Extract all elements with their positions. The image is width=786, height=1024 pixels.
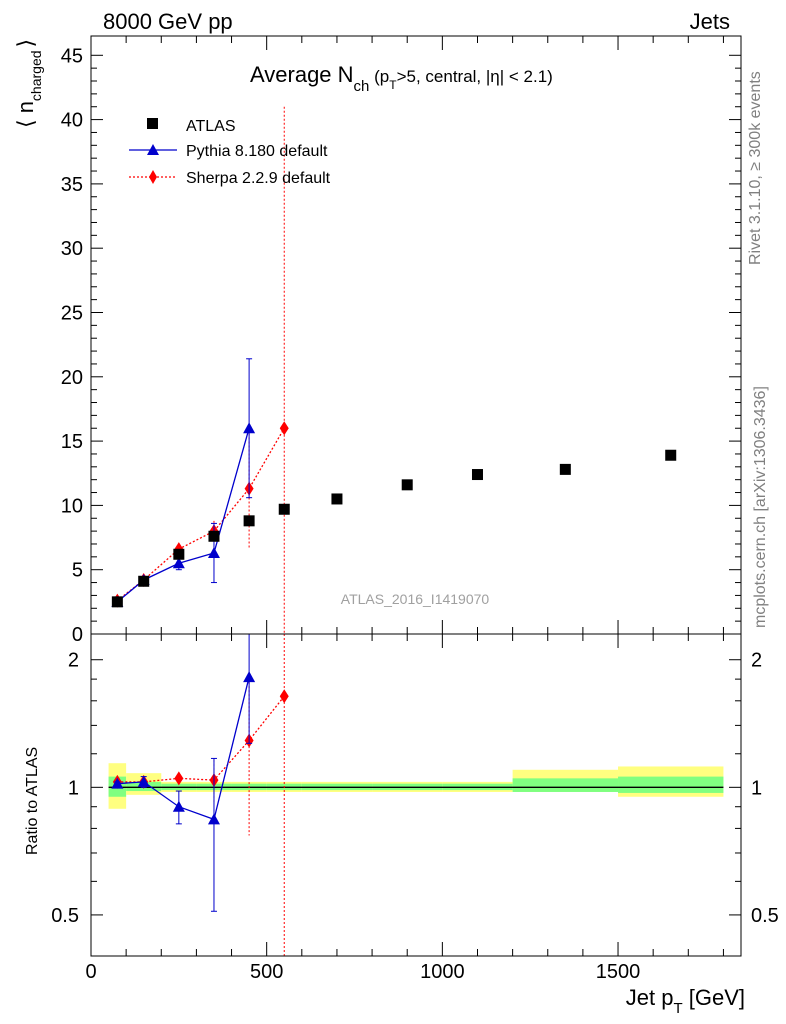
ratio-y-axis-label: Ratio to ATLAS — [24, 747, 41, 855]
ratio-y-tick-label-right: 2 — [751, 650, 762, 672]
y-tick-label: 25 — [61, 302, 83, 324]
y-tick-label: 35 — [61, 174, 83, 196]
x-tick-label: 0 — [85, 961, 96, 983]
ylabel-close: ⟩ — [13, 39, 38, 48]
title-main: Average N — [250, 62, 354, 87]
atlas-point — [208, 530, 220, 542]
ratio-pythia-point — [137, 775, 150, 787]
atlas-point — [111, 596, 123, 608]
x-axis-label: Jet pT [GeV] — [626, 985, 745, 1017]
ratio-panel: 0.5 0.5 1 1 2 2 0 500 1000 1500 — [51, 633, 779, 983]
atlas-point — [401, 479, 413, 491]
title-detail-b: >5, central, |η| < 2.1) — [397, 67, 553, 86]
header-left: 8000 GeV pp — [103, 9, 233, 34]
header-right: Jets — [690, 9, 730, 34]
atlas-point — [665, 449, 677, 461]
ratio-pythia-line — [117, 676, 250, 821]
atlas-point — [331, 493, 343, 505]
rivet-label: Rivet 3.1.10, ≥ 300k events — [747, 71, 764, 265]
y-tick-label: 45 — [61, 45, 83, 67]
x-tick-label: 1500 — [596, 961, 641, 983]
ratio-sherpa-point — [174, 771, 184, 786]
ylabel-main: ⟨ n — [13, 101, 38, 128]
pythia-point — [243, 422, 256, 434]
ratio-y-tick-label: 0.5 — [51, 905, 79, 927]
title-subscript: ch — [354, 78, 370, 95]
atlas-uncertainty-band-inner — [512, 778, 619, 792]
ratio-y-tick-label: 2 — [68, 650, 79, 672]
title-detail-a: (p — [369, 67, 389, 86]
ratio-pythia-point — [243, 671, 256, 683]
upper-y-axis-label: ⟨ ncharged ⟩ — [13, 39, 44, 128]
xlabel-rest: [GeV] — [683, 985, 745, 1010]
sherpa-line — [116, 427, 285, 602]
ratio-y-tick-label-right: 0.5 — [751, 905, 779, 927]
ratio-sherpa-point — [279, 689, 289, 704]
ratio-y-tick-label: 1 — [68, 777, 79, 799]
sherpa-point — [279, 421, 289, 436]
ratio-y-tick-label-right: 1 — [751, 777, 762, 799]
legend-atlas-marker — [147, 118, 158, 129]
mcplots-label: mcplots.cern.ch [arXiv:1306.3436] — [752, 386, 769, 628]
title-detail-sub: T — [389, 78, 397, 92]
x-tick-label: 500 — [250, 961, 283, 983]
y-tick-label: 30 — [61, 238, 83, 260]
x-tick-label: 1000 — [420, 961, 465, 983]
atlas-point — [173, 548, 185, 560]
legend-pythia-label: Pythia 8.180 default — [186, 143, 328, 160]
xlabel-subscript: T — [673, 1000, 682, 1017]
y-tick-label: 5 — [72, 560, 83, 582]
pythia-point — [172, 557, 185, 569]
ratio-panel-frame — [90, 633, 742, 957]
atlas-point — [559, 463, 571, 475]
atlas-point — [471, 469, 483, 481]
pythia-point — [207, 546, 220, 558]
ratio-pythia-point — [207, 813, 220, 825]
pythia-line — [116, 428, 250, 603]
atlas-point — [243, 515, 255, 527]
y-tick-label: 15 — [61, 431, 83, 453]
ratio-pythia-point — [172, 800, 185, 812]
y-tick-label: 40 — [61, 110, 83, 132]
legend-sherpa-marker — [149, 170, 157, 184]
y-tick-label: 20 — [61, 367, 83, 389]
legend-pythia-marker — [147, 144, 159, 155]
ylabel-subscript: charged — [28, 50, 44, 101]
analysis-watermark: ATLAS_2016_I1419070 — [341, 591, 490, 607]
legend: ATLAS Pythia 8.180 default Sherpa 2.2.9 … — [129, 118, 331, 187]
atlas-point — [138, 575, 150, 587]
atlas-point — [278, 503, 290, 515]
y-tick-label: 10 — [61, 495, 83, 517]
atlas-uncertainty-band-inner — [618, 776, 724, 793]
chart-title: Average Nch (pT>5, central, |η| < 2.1) — [250, 62, 553, 95]
ratio-sherpa-line — [117, 695, 285, 783]
xlabel-main: Jet p — [626, 985, 674, 1010]
legend-atlas-label: ATLAS — [186, 118, 236, 135]
legend-sherpa-label: Sherpa 2.2.9 default — [186, 170, 331, 187]
main-panel: 0 5 10 15 20 25 30 35 40 45 — [61, 35, 742, 646]
ratio-pythia-point — [111, 777, 124, 789]
y-tick-label: 0 — [72, 624, 83, 646]
